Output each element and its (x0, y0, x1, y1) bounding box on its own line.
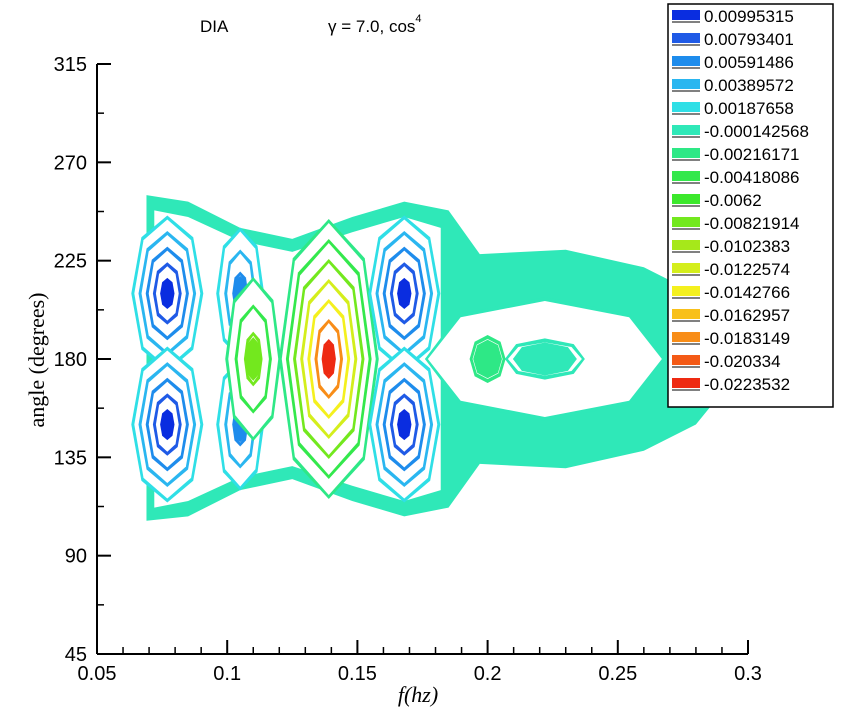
legend-label: -0.0183149 (704, 329, 790, 348)
y-ticks: 45 90 135 180 225 270 315 (54, 54, 111, 666)
legend-label: -0.0162957 (704, 306, 790, 325)
legend-label: -0.00418086 (704, 168, 799, 187)
x-ticks: 0.05 0.1 0.15 0.2 0.25 0.3 (78, 640, 762, 685)
legend-label: -0.0142766 (704, 283, 790, 302)
legend-swatch (672, 309, 700, 319)
gamma-text: = 7.0, cos (337, 17, 416, 36)
legend-swatch (672, 10, 700, 20)
legend-swatch (672, 378, 700, 388)
x-tick-label: 0.25 (598, 663, 637, 685)
y-tick-label: 135 (54, 447, 87, 469)
y-tick-label: 225 (54, 251, 87, 273)
legend-swatch (672, 217, 700, 227)
legend-label: -0.0062 (704, 191, 762, 210)
gamma-symbol: γ (328, 17, 337, 36)
feature-6-core (398, 280, 411, 306)
legend-swatch (672, 56, 700, 66)
legend-label: -0.0122574 (704, 260, 790, 279)
legend-swatch (672, 332, 700, 342)
feature-5-core (323, 343, 335, 375)
y-tick-label: 315 (54, 54, 87, 76)
legend-swatch (672, 240, 700, 250)
annotation-gamma: γ = 7.0, cos4 (328, 13, 422, 36)
legend-swatch (672, 286, 700, 296)
legend-swatch (672, 148, 700, 158)
annotation-dia: DIA (200, 17, 229, 36)
legend-swatch (672, 171, 700, 181)
y-axis-label: angle (degrees) (24, 293, 49, 428)
legend-swatch (672, 355, 700, 365)
x-tick-label: 0.05 (78, 663, 117, 685)
legend-label: -0.000142568 (704, 122, 809, 141)
legend-label: -0.00216171 (704, 145, 799, 164)
gamma-superscript: 4 (415, 13, 421, 25)
legend-label: -0.0102383 (704, 237, 790, 256)
legend-swatch (672, 79, 700, 89)
legend-label: 0.00591486 (704, 53, 794, 72)
x-axis-label: f(hz) (398, 682, 438, 707)
legend-label: -0.020334 (704, 352, 781, 371)
legend-label: -0.00821914 (704, 214, 799, 233)
feature-0-core (161, 280, 174, 306)
y-tick-label: 90 (65, 546, 87, 568)
legend-label: 0.00793401 (704, 30, 794, 49)
legend-swatch (672, 102, 700, 112)
x-tick-label: 0.15 (338, 663, 377, 685)
y-tick-label: 180 (54, 349, 87, 371)
legend-swatch (672, 33, 700, 43)
legend-label: 0.00389572 (704, 76, 794, 95)
feature-7-core (398, 412, 411, 438)
contour-layer (131, 195, 735, 521)
x-tick-label: 0.2 (474, 663, 502, 685)
right-trough-core (512, 342, 577, 376)
x-tick-label: 0.1 (213, 663, 241, 685)
legend: 0.00995315 0.00793401 0.00591486 0.00389572… (667, 3, 834, 408)
feature-1-core (161, 412, 174, 438)
legend-label: -0.0223532 (704, 375, 790, 394)
feature-4-core (245, 337, 261, 381)
legend-label: 0.00187658 (704, 99, 794, 118)
legend-swatch (672, 194, 700, 204)
feature-8-core (473, 339, 502, 379)
legend-swatch (672, 263, 700, 273)
x-tick-label: 0.3 (734, 663, 762, 685)
y-tick-label: 45 (65, 644, 87, 666)
y-tick-label: 270 (54, 152, 87, 174)
legend-label: 0.00995315 (704, 7, 794, 26)
legend-swatch (672, 125, 700, 135)
